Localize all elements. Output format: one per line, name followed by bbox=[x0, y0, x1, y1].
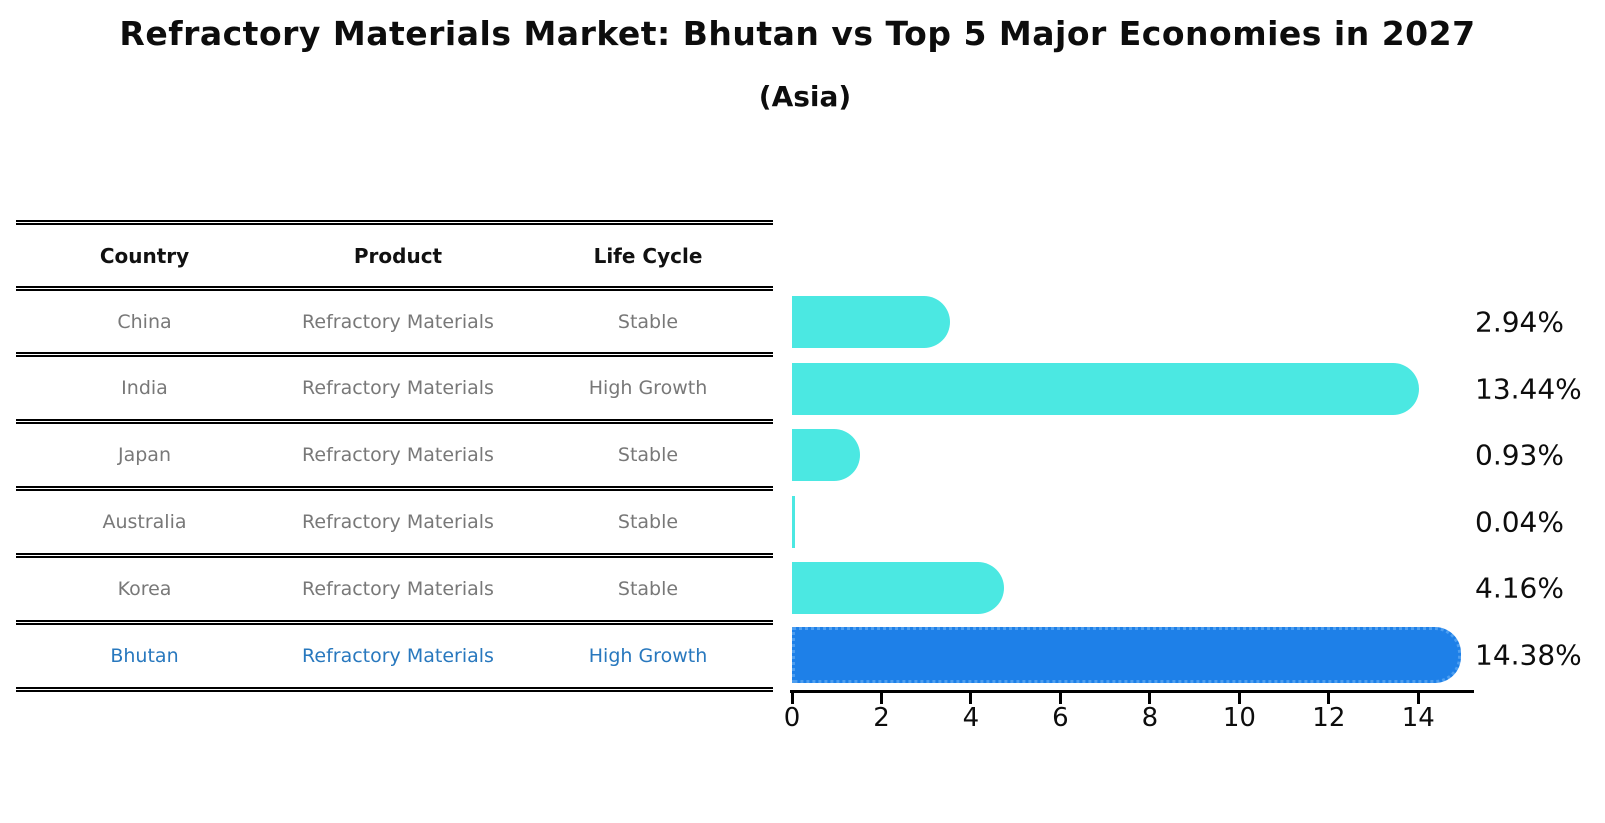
cell-country: Korea bbox=[117, 578, 172, 600]
table-row-divider bbox=[16, 553, 773, 558]
cell-life-cycle: Stable bbox=[617, 310, 679, 333]
table-row-china: China Refractory Materials Stable bbox=[16, 291, 773, 352]
x-axis-tick-label: 4 bbox=[962, 703, 980, 733]
table-row-divider bbox=[16, 620, 773, 625]
value-label-japan: 0.93% bbox=[1475, 438, 1564, 472]
value-label-china: 2.94% bbox=[1475, 305, 1564, 339]
cell-life-cycle: Stable bbox=[617, 578, 679, 600]
table-row-divider bbox=[16, 286, 773, 291]
x-axis-tick-label: 8 bbox=[1141, 703, 1159, 733]
table-row-divider bbox=[16, 486, 773, 491]
cell-life-cycle: High Growth bbox=[588, 377, 708, 399]
x-axis-tick-label: 6 bbox=[1052, 703, 1069, 733]
column-header-life-cycle: Life Cycle bbox=[593, 243, 703, 268]
table-row-divider bbox=[16, 352, 773, 357]
table-row-bhutan: Bhutan Refractory Materials High Growth bbox=[16, 625, 773, 687]
cell-country: China bbox=[117, 310, 172, 333]
column-header-product: Product bbox=[353, 243, 443, 268]
cell-country: Australia bbox=[102, 511, 187, 533]
x-axis-tick bbox=[969, 693, 973, 704]
table-header-row: Country Product Life Cycle bbox=[16, 225, 773, 286]
x-axis-tick bbox=[1148, 693, 1152, 704]
x-axis-tick-label: 14 bbox=[1401, 703, 1435, 733]
cell-life-cycle: Stable bbox=[617, 444, 679, 466]
x-axis-tick bbox=[1058, 693, 1062, 704]
cell-life-cycle: Stable bbox=[617, 511, 679, 533]
cell-country: India bbox=[121, 377, 168, 399]
bar-bhutan-highlighted bbox=[792, 626, 1462, 683]
cell-life-cycle: High Growth bbox=[588, 645, 708, 667]
cell-product: Refractory Materials bbox=[302, 444, 494, 466]
x-axis-tick bbox=[1237, 693, 1241, 704]
bar-india bbox=[792, 362, 1420, 415]
cell-product: Refractory Materials bbox=[302, 377, 494, 399]
page-title: Refractory Materials Market: Bhutan vs T… bbox=[119, 14, 1476, 53]
table-row-australia: Australia Refractory Materials Stable bbox=[16, 491, 773, 553]
page-subtitle: (Asia) bbox=[758, 80, 852, 113]
value-label-bhutan: 14.38% bbox=[1475, 638, 1582, 671]
bar-korea bbox=[792, 562, 1005, 614]
cell-product: Refractory Materials bbox=[302, 310, 494, 333]
x-axis-tick bbox=[1416, 693, 1420, 704]
cell-product: Refractory Materials bbox=[302, 645, 494, 667]
x-axis-tick-label: 2 bbox=[873, 703, 890, 733]
table-row-divider bbox=[16, 220, 773, 225]
x-axis-tick bbox=[1327, 693, 1331, 704]
table-row-divider bbox=[16, 687, 773, 692]
value-label-india: 13.44% bbox=[1475, 372, 1582, 405]
x-axis-tick-label: 12 bbox=[1312, 703, 1346, 733]
bar-china bbox=[792, 296, 950, 348]
value-label-korea: 4.16% bbox=[1475, 571, 1564, 605]
x-axis-tick bbox=[790, 693, 794, 704]
cell-country: Japan bbox=[118, 444, 171, 466]
cell-product: Refractory Materials bbox=[302, 578, 494, 600]
bar-australia bbox=[792, 495, 795, 548]
table-row-japan: Japan Refractory Materials Stable bbox=[16, 424, 773, 486]
x-axis-tick-label: 10 bbox=[1222, 703, 1256, 733]
cell-country: Bhutan bbox=[110, 645, 179, 667]
cell-product: Refractory Materials bbox=[302, 511, 494, 533]
table-row-korea: Korea Refractory Materials Stable bbox=[16, 558, 773, 620]
table-row-india: India Refractory Materials High Growth bbox=[16, 357, 773, 419]
x-axis-tick-label: 0 bbox=[783, 703, 801, 733]
bar-japan bbox=[792, 429, 860, 481]
x-axis-tick bbox=[879, 693, 883, 704]
value-label-australia: 0.04% bbox=[1475, 505, 1564, 538]
table-row-divider bbox=[16, 419, 773, 424]
column-header-country: Country bbox=[99, 243, 190, 268]
x-axis-line bbox=[790, 690, 1474, 693]
